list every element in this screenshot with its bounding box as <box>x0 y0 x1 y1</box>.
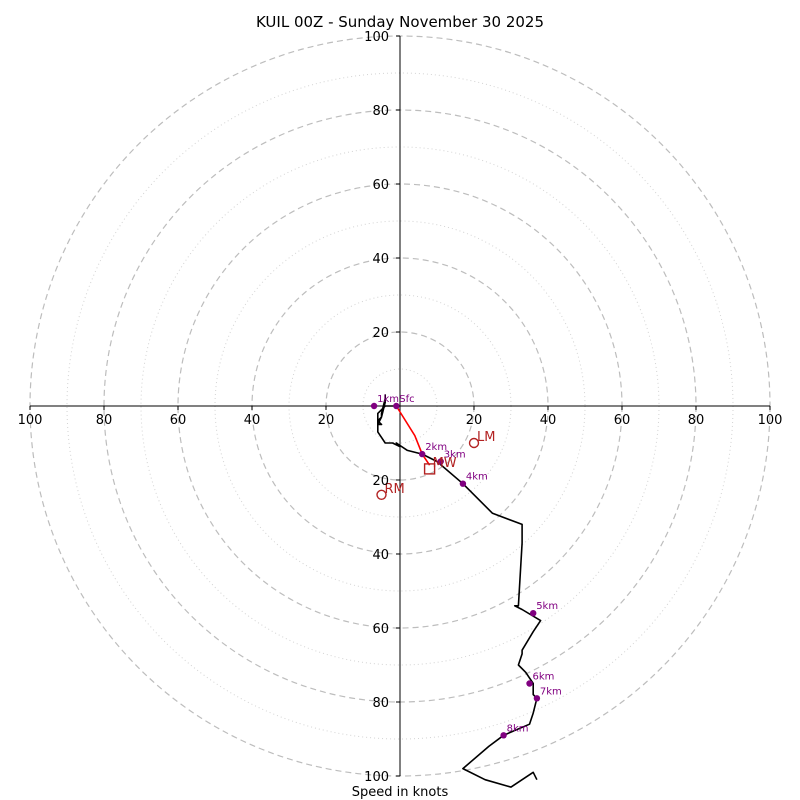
height-label-8km: 8km <box>507 723 529 734</box>
x-tick-label: 60 <box>614 413 631 428</box>
height-label-5km: 5km <box>536 601 558 612</box>
y-tick-label: 80 <box>372 104 389 119</box>
y-tick-label: 100 <box>364 770 389 785</box>
bunkers-segment <box>395 405 431 466</box>
height-point-2km <box>419 450 426 458</box>
x-tick-label: 20 <box>318 413 335 428</box>
bunkers-line <box>395 405 431 466</box>
storm-marker-LM <box>468 437 480 449</box>
x-tick-label: 80 <box>688 413 705 428</box>
x-axis-label: Speed in knots <box>352 785 449 800</box>
y-tick-label: 40 <box>372 252 389 267</box>
y-tick-label: 60 <box>372 178 389 193</box>
height-point-7km <box>533 695 541 702</box>
height-point-6km <box>526 680 533 687</box>
x-tick-label: 80 <box>96 413 113 428</box>
wind-trace-line <box>376 394 542 788</box>
storm-label-RM: RM <box>385 482 405 497</box>
x-tick-label: 100 <box>18 413 43 428</box>
tick-labels: 100 80 60 40 20 20 40 60 80 100 100 80 60 40 20 20 40 60 8… <box>18 30 783 785</box>
storm-label-MW: MW <box>433 456 457 471</box>
height-point-5km <box>530 610 537 617</box>
y-tick-label: 60 <box>372 622 389 637</box>
y-tick-label: 20 <box>372 326 389 341</box>
x-tick-label: 100 <box>758 413 783 428</box>
height-point-3km <box>437 458 444 465</box>
y-tick-label: 100 <box>364 30 389 45</box>
wind-trace <box>376 394 542 788</box>
height-label-1km: 1km <box>377 394 399 405</box>
x-tick-label: 40 <box>244 413 261 428</box>
storm-marker-RM <box>376 489 387 500</box>
height-label-Sfc: Sfc <box>399 394 414 405</box>
height-point-Sfc <box>393 402 400 410</box>
x-tick-label: 40 <box>540 413 557 428</box>
storm-label-LM: LM <box>477 430 495 445</box>
y-tick-label: 40 <box>372 548 389 563</box>
x-tick-label: 60 <box>170 413 187 428</box>
height-label-3km: 3km <box>444 450 466 461</box>
y-tick-label: 80 <box>372 696 389 711</box>
height-point-1km <box>370 402 378 410</box>
axes <box>30 36 770 776</box>
x-tick-label: 20 <box>466 413 483 428</box>
chart-title: KUIL 00Z - Sunday November 30 2025 <box>256 13 544 31</box>
height-point-8km <box>500 732 507 739</box>
y-tick-label: 20 <box>372 474 389 489</box>
storm-motion-markers: LM RM MW <box>376 430 495 500</box>
height-label-6km: 6km <box>533 672 555 683</box>
height-label-2km: 2km <box>425 442 447 453</box>
height-label-7km: 7km <box>540 686 562 697</box>
storm-marker-MW <box>423 463 436 475</box>
height-label-4km: 4km <box>466 472 488 483</box>
height-point-4km <box>459 480 467 487</box>
